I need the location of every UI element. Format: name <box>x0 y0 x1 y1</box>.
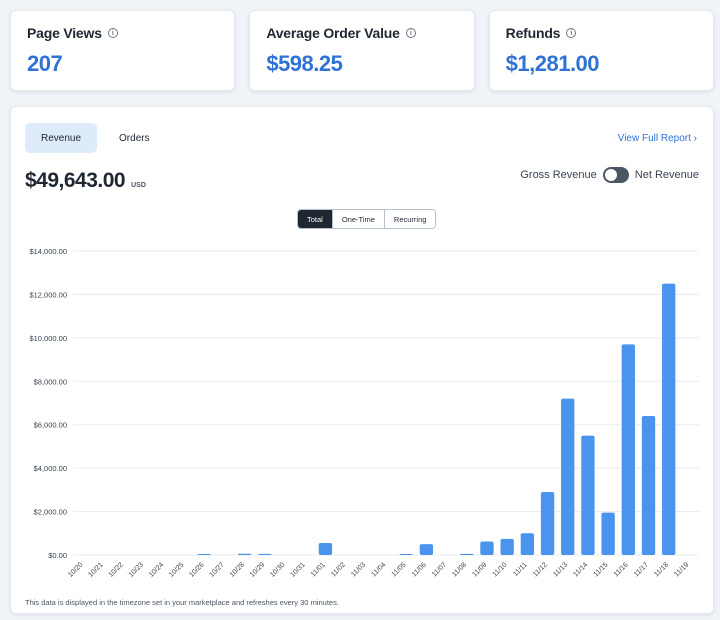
stat-value: $1,281.00 <box>505 51 600 76</box>
switch-knob <box>604 169 617 181</box>
x-tick-label: 11/14 <box>572 561 589 578</box>
bar <box>662 283 676 555</box>
bar <box>419 544 434 555</box>
y-tick-label: $8,000.00 <box>34 377 67 386</box>
x-tick-label: 10/30 <box>269 561 286 578</box>
stat-value: 207 <box>27 51 63 76</box>
x-tick-label: 11/06 <box>411 561 428 578</box>
x-tick-label: 11/18 <box>653 561 670 578</box>
x-tick-label: 10/26 <box>188 561 205 578</box>
x-tick-label: 11/19 <box>673 561 690 578</box>
x-tick-label: 10/23 <box>128 561 145 578</box>
net-revenue-label: Net Revenue <box>634 169 699 181</box>
bar <box>480 541 494 555</box>
refunds-card: Refunds i $1,281.00 <box>488 10 714 91</box>
x-tick-label: 10/24 <box>148 561 165 578</box>
stat-label-text: Average Order Value <box>266 25 400 41</box>
bar <box>561 398 575 555</box>
info-icon[interactable]: i <box>107 28 118 38</box>
bar <box>520 533 535 555</box>
bar <box>258 553 272 555</box>
bar <box>237 553 252 555</box>
bar <box>197 554 211 555</box>
y-tick-label: $6,000.00 <box>34 421 67 430</box>
stat-label-text: Refunds <box>505 25 561 41</box>
x-tick-label: 11/10 <box>492 561 509 578</box>
segment-total[interactable]: Total <box>298 210 332 228</box>
bar <box>641 416 656 555</box>
footnote: This data is displayed in the timezone s… <box>25 598 339 607</box>
revenue-type-toggle: Gross Revenue Net Revenue <box>520 167 699 183</box>
bar <box>500 538 514 555</box>
y-tick-label: $2,000.00 <box>34 508 67 517</box>
x-tick-label: 11/09 <box>471 561 488 578</box>
x-tick-label: 10/21 <box>87 561 104 578</box>
info-icon[interactable]: i <box>566 28 577 38</box>
bar <box>399 554 413 555</box>
y-tick-label: $4,000.00 <box>34 464 67 473</box>
bar <box>581 435 595 555</box>
x-tick-label: 11/08 <box>451 561 468 578</box>
x-tick-label: 10/20 <box>67 561 84 578</box>
stat-label-text: Page Views <box>27 25 102 41</box>
tab-revenue[interactable]: Revenue <box>25 123 98 153</box>
bar <box>621 344 635 555</box>
page-views-card: Page Views i 207 <box>10 10 236 91</box>
x-tick-label: 11/03 <box>350 561 367 578</box>
tab-orders[interactable]: Orders <box>119 132 150 144</box>
stat-row: Page Views i 207 Average Order Value i $… <box>10 10 714 91</box>
bar <box>460 553 474 555</box>
gross-revenue-label: Gross Revenue <box>520 169 597 181</box>
tab-bar: Revenue Orders <box>25 123 166 153</box>
bar <box>318 543 333 555</box>
x-tick-label: 10/22 <box>108 561 125 578</box>
stat-label: Refunds i <box>506 25 697 41</box>
total-currency: USD <box>131 182 146 189</box>
x-tick-label: 11/07 <box>431 561 448 578</box>
x-tick-label: 10/25 <box>168 561 185 578</box>
revenue-segment-control: Total One-Time Recurring <box>297 209 437 229</box>
revenue-switch[interactable] <box>602 167 629 183</box>
total-revenue: $49,643.00 USD <box>25 169 146 193</box>
stat-value: $598.25 <box>266 51 343 76</box>
y-tick-label: $14,000.00 <box>29 247 67 256</box>
x-tick-label: 10/28 <box>229 561 246 578</box>
y-tick-label: $10,000.00 <box>29 334 67 343</box>
x-tick-label: 11/15 <box>593 561 610 578</box>
stat-label: Page Views i <box>27 25 218 41</box>
x-tick-label: 10/27 <box>209 561 226 578</box>
revenue-panel: Revenue Orders View Full Report › $49,64… <box>10 106 714 614</box>
x-tick-label: 11/13 <box>552 561 569 578</box>
segment-recurring[interactable]: Recurring <box>383 210 436 228</box>
x-tick-label: 11/04 <box>370 561 387 578</box>
x-tick-label: 11/02 <box>330 561 347 578</box>
x-tick-label: 11/12 <box>532 561 549 578</box>
revenue-bar-chart: $0.00 $2,000.00 $4,000.00 $6,000.00 $8,000.0… <box>29 247 699 579</box>
average-order-value-card: Average Order Value i $598.25 <box>249 10 475 91</box>
y-tick-label: $12,000.00 <box>29 290 67 299</box>
total-revenue-value: $49,643.00 <box>25 169 126 192</box>
stat-label: Average Order Value i <box>266 25 457 41</box>
x-tick-label: 11/17 <box>633 561 650 578</box>
x-tick-label: 11/01 <box>310 561 327 578</box>
bar <box>601 512 615 555</box>
x-tick-label: 11/05 <box>391 561 408 578</box>
view-full-report-link[interactable]: View Full Report › <box>617 133 697 144</box>
bar <box>540 492 555 555</box>
x-tick-label: 11/16 <box>613 561 630 578</box>
info-icon[interactable]: i <box>405 28 416 38</box>
x-tick-label: 10/29 <box>249 561 266 578</box>
x-tick-label: 11/11 <box>512 561 529 578</box>
segment-one-time[interactable]: One-Time <box>331 210 384 228</box>
x-tick-label: 10/31 <box>289 561 306 578</box>
y-tick-label: $0.00 <box>48 551 67 560</box>
